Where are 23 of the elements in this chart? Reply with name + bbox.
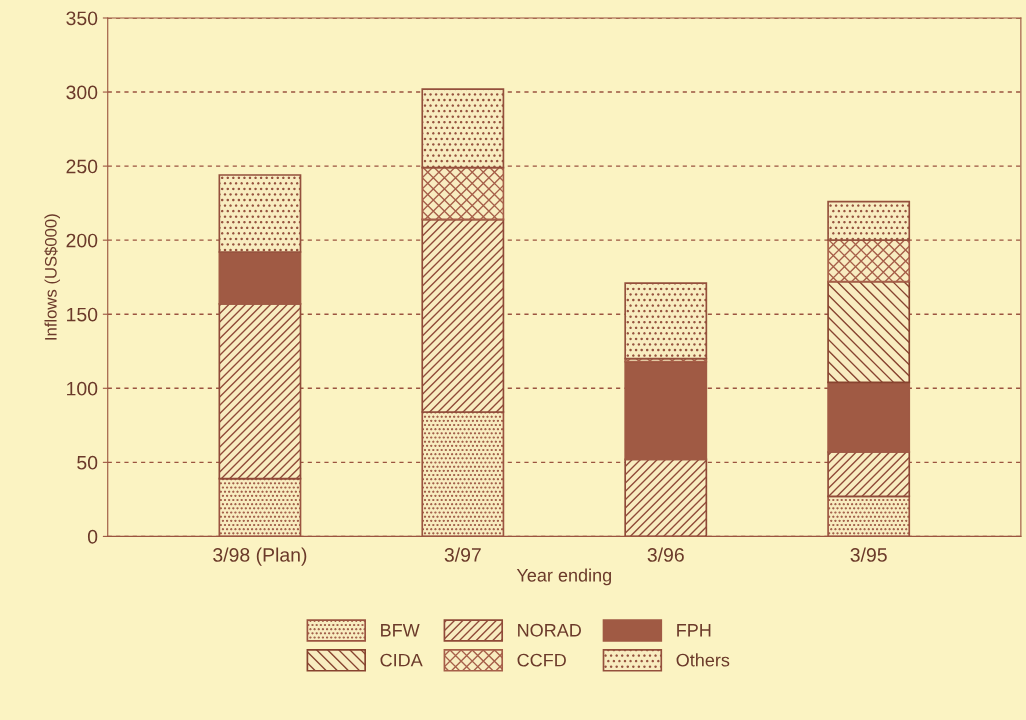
y-tick-label: 350 xyxy=(66,11,98,26)
y-tick-label: 50 xyxy=(77,455,98,470)
legend-label: NORAD xyxy=(518,623,581,637)
x-tick-label: 3/98 (Plan) xyxy=(213,547,307,566)
legend-label: FPH xyxy=(677,624,711,637)
legend-label: BFW xyxy=(381,624,420,637)
bar xyxy=(827,280,911,384)
legend-label: CCFD xyxy=(517,653,566,667)
y-tick-label: 0 xyxy=(87,529,98,544)
x-tick-label: 3/95 xyxy=(850,547,887,562)
y-tick-label: 100 xyxy=(67,381,98,396)
bar xyxy=(827,239,911,283)
legend-label: CIDA xyxy=(380,653,423,667)
legend-label: Others xyxy=(676,653,730,667)
x-tick-label: 3/96 xyxy=(647,547,684,562)
y-tick-label: 300 xyxy=(66,85,98,100)
y-tick-label: 250 xyxy=(66,159,98,174)
y-tick-label: 150 xyxy=(67,307,98,322)
y-axis-title: Inflows (US$000) xyxy=(44,214,61,340)
bar xyxy=(421,166,505,221)
x-axis-title: Year ending xyxy=(516,568,611,586)
y-tick-label: 200 xyxy=(66,233,98,248)
x-tick-label: 3/97 xyxy=(444,547,481,562)
